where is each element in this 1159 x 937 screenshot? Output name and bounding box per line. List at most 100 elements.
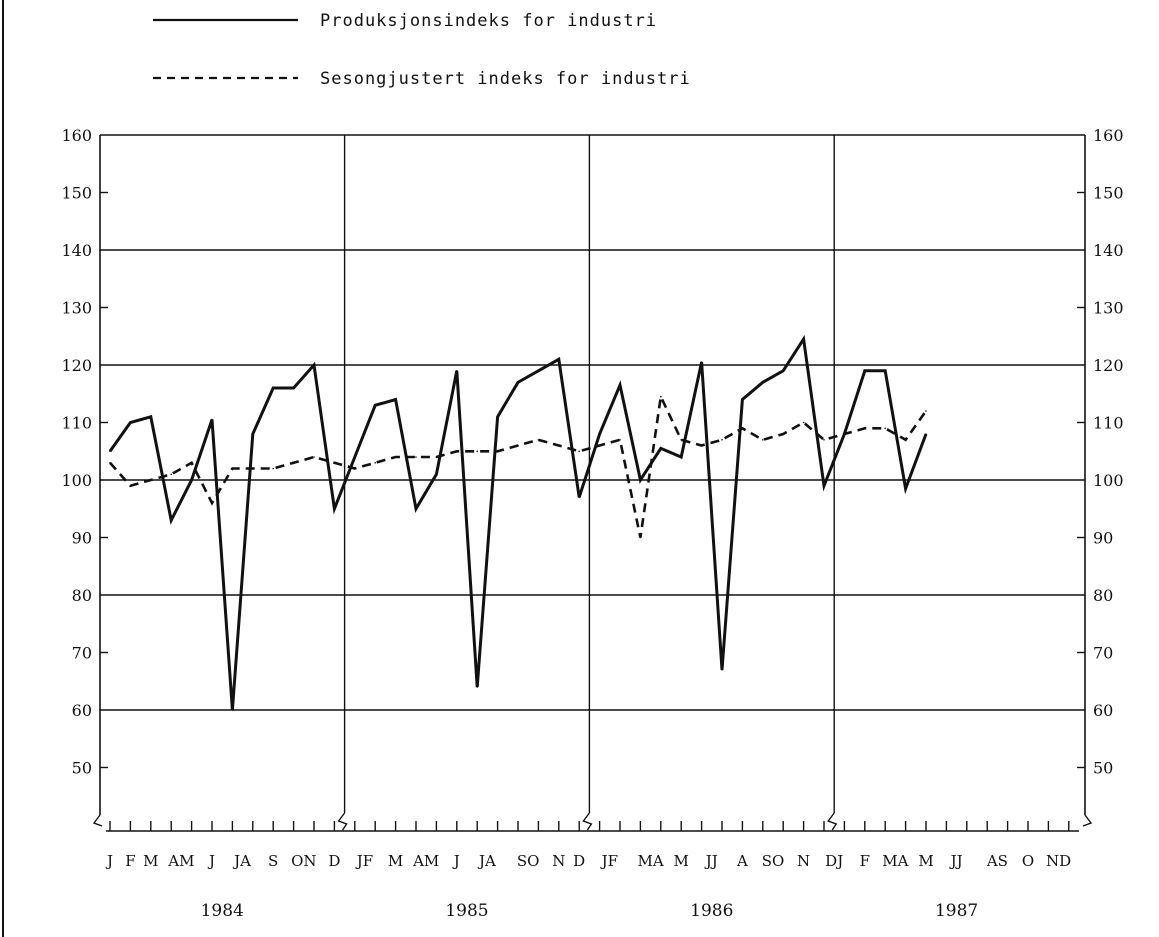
data-point-dashed bbox=[496, 450, 499, 453]
x-year-label: 1985 bbox=[445, 901, 488, 921]
x-month-label: F bbox=[860, 852, 870, 870]
data-point-dashed bbox=[864, 427, 866, 430]
data-point-dashed bbox=[231, 467, 234, 470]
y-tick-label-right: 120 bbox=[1093, 356, 1124, 375]
y-tick-label-right: 110 bbox=[1093, 414, 1124, 433]
y-tick-label-left: 130 bbox=[61, 299, 92, 318]
data-point-solid bbox=[252, 433, 254, 435]
x-month-label: JA bbox=[232, 852, 251, 870]
data-point-dashed bbox=[333, 462, 336, 464]
data-point-solid bbox=[904, 487, 907, 490]
x-month-label: JF bbox=[600, 852, 618, 870]
y-tick-label-right: 150 bbox=[1093, 184, 1124, 203]
data-point-solid bbox=[639, 479, 642, 481]
data-point-dashed bbox=[292, 462, 295, 464]
y-tick-label-left: 90 bbox=[72, 529, 92, 548]
y-tick-label-left: 70 bbox=[72, 644, 92, 663]
y-tick-label-right: 100 bbox=[1093, 471, 1124, 490]
data-point-dashed bbox=[823, 439, 825, 441]
axis-break bbox=[337, 812, 348, 831]
axis-break bbox=[1082, 814, 1093, 827]
x-axis: J F M AM J JA S ON D JF M AM J JA SO N D JF MA M JJ A SO N DJ F MA… bbox=[105, 821, 1079, 921]
data-point-dashed bbox=[313, 456, 315, 458]
data-point-dashed bbox=[802, 421, 805, 424]
series bbox=[108, 334, 928, 711]
data-point-solid bbox=[313, 364, 315, 366]
data-point-solid bbox=[578, 496, 580, 499]
data-point-solid bbox=[558, 358, 560, 361]
x-year-label: 1984 bbox=[201, 901, 244, 921]
data-point-dashed bbox=[190, 462, 193, 464]
data-point-solid bbox=[802, 338, 805, 340]
grid bbox=[92, 134, 1093, 831]
data-point-solid bbox=[619, 384, 621, 386]
data-point-solid bbox=[741, 398, 744, 401]
data-point-dashed bbox=[456, 450, 458, 453]
y-tick-label-left: 60 bbox=[72, 701, 92, 720]
data-point-solid bbox=[292, 387, 295, 389]
data-point-solid bbox=[354, 456, 356, 458]
data-point-dashed bbox=[741, 427, 744, 430]
data-point-solid bbox=[129, 421, 132, 424]
y-tick-label-left: 50 bbox=[72, 759, 92, 778]
y-tick-label-left: 80 bbox=[72, 586, 92, 605]
y-axis-right: 50 60 70 80 90 100 110 120 130 140 150 160 bbox=[1077, 126, 1124, 778]
data-point-dashed bbox=[843, 433, 846, 435]
y-tick-label-left: 110 bbox=[61, 414, 92, 433]
x-month-label: JJ bbox=[704, 852, 718, 870]
y-tick-label-right: 60 bbox=[1093, 701, 1113, 720]
data-point-solid bbox=[374, 404, 377, 407]
data-point-dashed bbox=[619, 439, 621, 441]
data-point-solid bbox=[598, 433, 601, 435]
y-tick-label-right: 130 bbox=[1093, 299, 1124, 318]
data-point-solid bbox=[272, 387, 275, 389]
axis-break bbox=[92, 814, 103, 827]
x-month-label: AM bbox=[167, 852, 194, 870]
x-month-label: S bbox=[268, 852, 278, 870]
y-tick-label-right: 50 bbox=[1093, 759, 1113, 778]
data-point-solid bbox=[660, 447, 662, 450]
data-point-solid bbox=[782, 370, 784, 372]
x-month-label: AS bbox=[986, 852, 1008, 870]
data-point-dashed bbox=[598, 444, 601, 447]
data-point-solid bbox=[170, 519, 172, 522]
data-point-solid bbox=[496, 416, 499, 418]
data-point-dashed bbox=[782, 433, 784, 435]
x-month-label: J bbox=[207, 852, 215, 870]
y-tick-label-right: 160 bbox=[1093, 126, 1124, 145]
data-point-dashed bbox=[415, 456, 417, 458]
data-point-solid bbox=[884, 370, 886, 372]
data-point-dashed bbox=[109, 462, 111, 464]
data-point-solid bbox=[394, 398, 397, 401]
x-month-label: F bbox=[125, 852, 135, 870]
data-point-solid bbox=[333, 508, 336, 510]
x-month-label: MA bbox=[637, 852, 663, 870]
x-month-label: AM bbox=[412, 852, 439, 870]
data-point-solid bbox=[435, 473, 438, 476]
data-point-dashed bbox=[537, 439, 540, 441]
x-month-label: JJ bbox=[949, 852, 963, 870]
x-month-label: ND bbox=[1046, 852, 1071, 870]
x-month-label: D bbox=[328, 852, 340, 870]
x-month-label: ON bbox=[291, 852, 316, 870]
y-tick-label-right: 90 bbox=[1093, 529, 1113, 548]
data-point-solid bbox=[231, 709, 234, 711]
x-month-label: JF bbox=[355, 852, 373, 870]
data-point-dashed bbox=[925, 410, 927, 412]
data-point-solid bbox=[517, 381, 519, 384]
data-point-dashed bbox=[700, 444, 703, 447]
data-point-solid bbox=[721, 669, 723, 671]
data-point-solid bbox=[150, 416, 152, 418]
data-point-dashed bbox=[211, 502, 213, 504]
data-point-dashed bbox=[354, 467, 356, 470]
data-point-dashed bbox=[680, 439, 682, 441]
data-point-dashed bbox=[558, 444, 560, 447]
x-month-label: J bbox=[105, 852, 113, 870]
data-point-dashed bbox=[660, 395, 662, 398]
x-year-label: 1987 bbox=[935, 901, 978, 921]
data-point-dashed bbox=[435, 456, 438, 458]
data-point-solid bbox=[925, 433, 927, 435]
y-tick-label-left: 120 bbox=[61, 356, 92, 375]
x-month-label: MA bbox=[882, 852, 908, 870]
